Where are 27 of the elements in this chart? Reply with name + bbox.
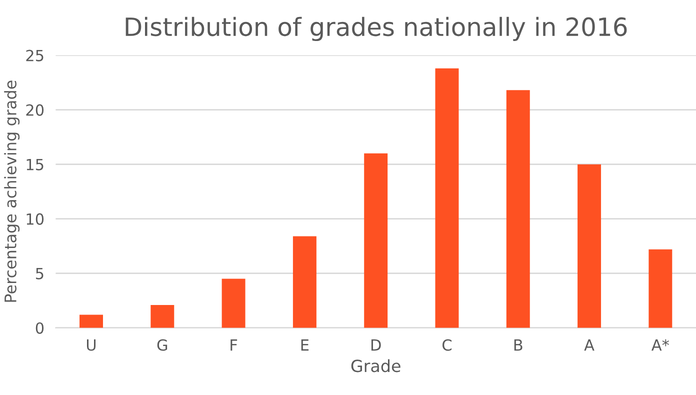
bar xyxy=(506,90,530,328)
y-axis-title: Percentage achieving grade xyxy=(4,80,20,302)
x-tick-label: C xyxy=(442,339,452,351)
bar xyxy=(435,68,459,328)
x-tick-label: F xyxy=(230,339,238,351)
chart-title: Distribution of grades nationally in 2016 xyxy=(126,16,627,42)
y-tick-label: 10 xyxy=(26,213,44,225)
y-tick-label: 20 xyxy=(26,104,44,116)
x-tick-label: D xyxy=(371,339,381,351)
y-tick-label: 0 xyxy=(36,322,44,334)
x-tick-label: A* xyxy=(652,339,670,351)
bar xyxy=(150,304,174,328)
y-tick-label: 25 xyxy=(26,50,44,62)
x-tick-label: E xyxy=(301,339,309,351)
y-tick-label: 15 xyxy=(26,158,44,170)
x-axis-title: Grade xyxy=(351,359,400,372)
bar xyxy=(364,153,388,328)
bar xyxy=(80,314,103,328)
bar xyxy=(222,278,246,328)
bar xyxy=(648,249,672,328)
y-tick-label: 5 xyxy=(36,268,44,280)
x-tick-label: G xyxy=(157,339,168,351)
x-tick-label: A xyxy=(584,339,594,351)
bar xyxy=(292,236,316,328)
x-tick-label: U xyxy=(86,339,96,351)
x-tick-label: B xyxy=(514,339,522,351)
bar xyxy=(578,164,602,328)
